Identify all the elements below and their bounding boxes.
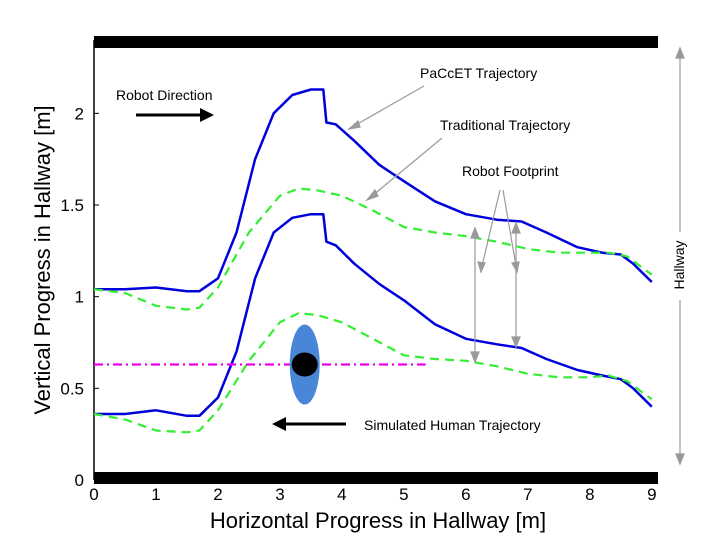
x-tick-label: 0 [89,485,98,504]
footprint-right-span-bottom [511,336,521,349]
paccet-callout-arrow [353,85,425,127]
paccet-trajectory-lower-line [94,212,653,418]
footprint-callout-left [481,189,501,267]
x-tick-label: 7 [523,485,532,504]
traditional-callout-arrowhead [365,188,379,202]
hallway-span-bottom-head [675,453,685,466]
traditional-trajectory-upper-line [93,187,653,311]
x-tick-label: 4 [337,485,346,504]
paccet-trajectory-upper-line [94,88,653,293]
y-tick-label: 2 [75,104,84,123]
footprint-left-span-top [470,226,480,239]
y-tick-label: 0.5 [60,379,84,398]
traditional-callout-arrow [371,137,443,197]
annotation-human-trajectory: Simulated Human Trajectory [364,417,541,433]
x-tick-label: 9 [647,485,656,504]
footprint-callout-right [502,189,517,267]
annotation-paccet: PaCcET Trajectory [420,65,537,81]
annotation-robot-direction: Robot Direction [116,87,213,103]
y-tick-label: 1.5 [60,196,84,215]
human-direction-arrow [272,417,346,431]
footprint-callout-left-head [477,261,486,274]
series-layer [93,88,653,434]
annotation-traditional: Traditional Trajectory [440,117,570,133]
hallway-wall-top [94,36,658,48]
human-head [291,352,318,377]
annotation-arrows [347,46,685,466]
x-axis-title: Horizontal Progress in Hallway [m] [210,508,546,533]
hallway-wall-bottom [94,472,658,484]
axis-ticks: 0 1 2 3 4 5 6 7 8 9 0 0.5 1 1.5 2 [60,104,656,504]
hallway-span-top-head [675,46,685,59]
footprint-left-span-bottom [470,351,480,364]
footprint-right-span-top [511,221,521,234]
annotation-robot-footprint: Robot Footprint [462,163,559,179]
robot-direction-arrow [136,108,214,122]
x-tick-label: 3 [275,485,284,504]
human-marker [289,324,320,405]
paccet-callout-arrowhead [347,119,361,130]
x-tick-label: 6 [461,485,470,504]
x-tick-label: 2 [213,485,222,504]
x-tick-label: 5 [399,485,408,504]
y-tick-label: 1 [75,288,84,307]
annotation-hallway: Hallway [671,240,687,289]
x-tick-label: 1 [151,485,160,504]
y-tick-label: 0 [75,471,84,490]
x-tick-label: 8 [585,485,594,504]
y-axis-title: Vertical Progress in Hallway [m] [30,105,55,414]
